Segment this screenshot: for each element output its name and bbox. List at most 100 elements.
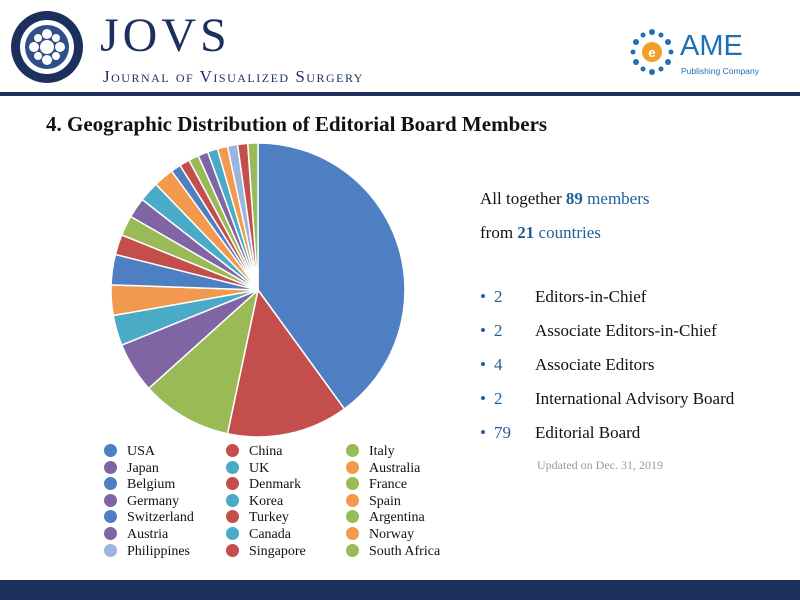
role-count: 2	[494, 389, 503, 408]
legend-item: Austria	[104, 527, 168, 543]
legend-label: Australia	[369, 460, 421, 476]
legend-label: Austria	[127, 527, 169, 542]
role-count: 2	[494, 287, 503, 306]
pie-slice-china	[226, 288, 346, 438]
legend-swatch	[226, 444, 239, 457]
legend-label: Italy	[369, 444, 395, 459]
page-title: 4. Geographic Distribution of Editorial …	[46, 112, 548, 136]
legend-swatch	[226, 543, 239, 557]
members-word: members	[587, 189, 650, 208]
role-count: 4	[494, 355, 503, 374]
legend-swatch	[346, 527, 359, 540]
legend-item: South Africa	[346, 543, 441, 560]
legend-swatch	[346, 543, 359, 557]
legend-swatch	[346, 477, 359, 491]
summary-countries-line: from 21 countries	[480, 216, 650, 250]
summary-prefix: All together	[480, 189, 562, 208]
bullet-icon: •	[480, 423, 486, 442]
legend-label: Argentina	[369, 510, 425, 526]
publisher-subtitle: Publishing Company	[681, 66, 759, 76]
ame-logo-icon: e	[630, 29, 674, 75]
legend-item: Spain	[346, 493, 401, 510]
legend-label: Philippines	[127, 543, 191, 559]
total-members: 89	[565, 189, 583, 208]
legend-swatch	[346, 444, 359, 457]
bullet-icon: •	[480, 287, 486, 306]
legend-label: Singapore	[249, 543, 306, 559]
legend-item: Turkey	[226, 510, 289, 526]
pie-chart	[110, 142, 406, 438]
role-count: 79	[494, 423, 511, 442]
legend-swatch	[104, 527, 117, 540]
legend-item: Germany	[104, 493, 180, 510]
header-divider	[0, 92, 800, 96]
legend-item: Switzerland	[104, 510, 194, 526]
legend-item: Singapore	[226, 543, 306, 560]
journal-name: Journal of Visualized Surgery	[103, 67, 364, 86]
role-label: Editorial Board	[535, 423, 641, 442]
legend-label: Belgium	[127, 477, 176, 493]
legend-swatch	[104, 460, 117, 474]
updated-date: Updated on Dec. 31, 2019	[537, 458, 663, 472]
legend-label: Norway	[369, 527, 415, 542]
legend-label: Korea	[249, 493, 284, 509]
bullet-icon: •	[480, 389, 486, 408]
bullet-icon: •	[480, 355, 486, 374]
pie-slice-italy	[147, 287, 260, 435]
legend-label: Canada	[249, 527, 291, 542]
legend-swatch	[104, 477, 117, 491]
legend-item: UK	[226, 460, 270, 477]
role-count: 2	[494, 321, 503, 340]
countries-prefix: from	[480, 223, 514, 242]
legend-label: Germany	[127, 493, 180, 509]
bullet-icon: •	[480, 321, 486, 340]
legend-label: Japan	[127, 460, 159, 476]
summary-members-line: All together 89 members	[480, 182, 650, 216]
legend-item: Belgium	[104, 477, 175, 493]
legend-label: France	[369, 477, 408, 493]
legend-swatch	[346, 493, 359, 507]
journal-acronym: JOVS	[100, 9, 231, 62]
legend-item: Korea	[226, 493, 284, 510]
legend-swatch	[226, 493, 239, 507]
legend-label: Turkey	[249, 510, 289, 526]
legend-item: China	[226, 444, 282, 460]
legend-item: Denmark	[226, 477, 301, 493]
legend-swatch	[226, 477, 239, 491]
legend-item: Italy	[346, 444, 395, 460]
header: JOVS Journal of Visualized Surgery e AME…	[0, 0, 800, 92]
legend-label: Spain	[369, 493, 401, 509]
legend-label: Denmark	[249, 477, 302, 493]
pie-slice-usa	[257, 142, 406, 410]
legend-item: France	[346, 477, 407, 493]
journal-seal-logo	[11, 11, 83, 83]
role-label: Editors-in-Chief	[535, 287, 647, 306]
legend-swatch	[226, 510, 239, 524]
role-label: Associate Editors	[535, 355, 655, 374]
legend-item: Norway	[346, 527, 414, 543]
legend-label: USA	[127, 444, 156, 459]
countries-word: countries	[538, 223, 601, 242]
role-label: Associate Editors-in-Chief	[535, 321, 717, 340]
svg-text:e: e	[648, 45, 655, 60]
legend-label: UK	[249, 460, 270, 476]
publisher-name: AME	[680, 30, 743, 62]
pie-slice-south-africa	[246, 142, 259, 291]
summary: All together 89 members from 21 countrie…	[480, 182, 650, 250]
legend-swatch	[226, 460, 239, 474]
legend-item: Australia	[346, 460, 421, 477]
legend-label: South Africa	[369, 543, 441, 559]
legend-item: Japan	[104, 460, 159, 477]
legend-swatch	[226, 527, 239, 540]
legend-swatch	[346, 460, 359, 474]
footer-bar	[0, 580, 800, 600]
legend-swatch	[104, 444, 117, 457]
legend-item: Canada	[226, 527, 291, 543]
total-countries: 21	[517, 223, 535, 242]
legend-label: China	[249, 444, 283, 459]
legend-item: Philippines	[104, 543, 191, 560]
legend-item: USA	[104, 444, 155, 460]
legend-swatch	[104, 510, 117, 524]
legend-swatch	[104, 493, 117, 507]
legend-label: Switzerland	[127, 510, 194, 526]
